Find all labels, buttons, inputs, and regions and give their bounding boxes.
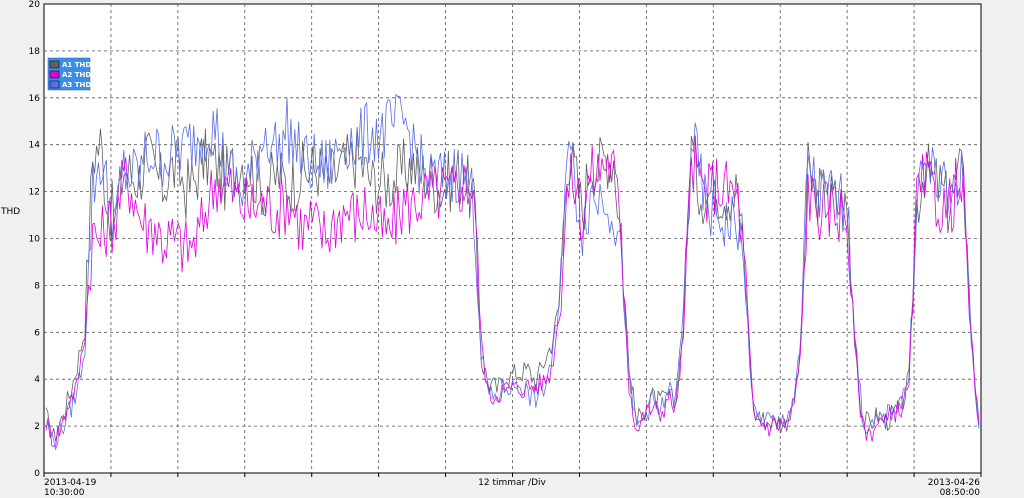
x-division-label: 12 timmar /Div — [478, 478, 546, 488]
y-tick-label: 0 — [34, 469, 40, 479]
y-tick-label: 4 — [34, 375, 40, 385]
series-lines — [45, 93, 980, 451]
grid-lines — [43, 4, 982, 477]
y-tick-label: 16 — [29, 94, 41, 104]
y-tick-label: 12 — [29, 188, 40, 198]
x-start-time: 10:30:00 — [44, 488, 85, 498]
y-tick-label: 8 — [34, 281, 40, 291]
y-tick-labels: 0 2 4 6 8 10 12 14 16 18 20 — [29, 0, 41, 479]
y-tick-label: 14 — [29, 141, 41, 151]
x-end-time: 08:50:00 — [940, 488, 981, 498]
legend-swatch — [49, 60, 60, 69]
x-end-date: 2013-04-26 — [928, 478, 981, 488]
series-line-a2-thd — [45, 135, 980, 447]
y-tick-label: 6 — [34, 328, 40, 338]
legend-label: A3 THD — [62, 81, 91, 89]
y-axis-label: THD — [0, 207, 20, 217]
y-tick-label: 20 — [29, 0, 41, 10]
legend-swatch — [49, 70, 60, 79]
y-tick-label: 2 — [34, 422, 40, 432]
legend-label: A2 THD — [62, 71, 91, 79]
y-tick-label: 10 — [29, 235, 41, 245]
legend: A1 THD A2 THD A3 THD — [47, 57, 91, 91]
y-tick-label: 18 — [29, 47, 41, 57]
series-line-a3-thd — [45, 93, 980, 451]
x-start-date: 2013-04-19 — [44, 478, 97, 488]
legend-label: A1 THD — [62, 61, 91, 69]
legend-swatch — [49, 80, 60, 89]
